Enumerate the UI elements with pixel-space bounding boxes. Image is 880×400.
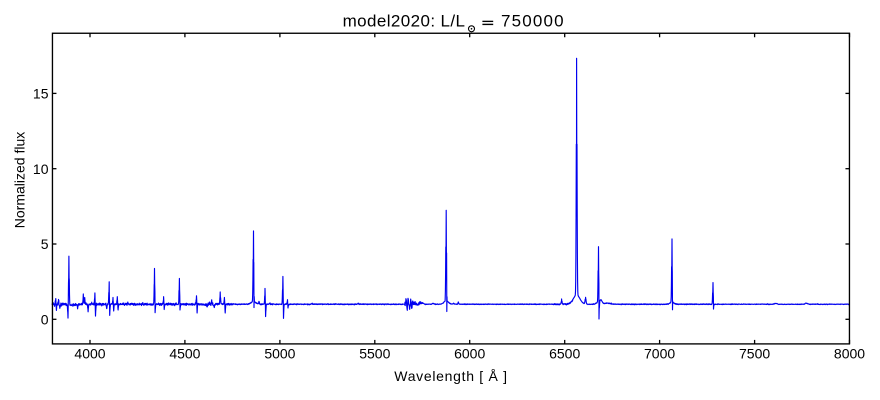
svg-text:4000: 4000 bbox=[74, 345, 105, 361]
svg-text:6500: 6500 bbox=[549, 345, 580, 361]
svg-text:7000: 7000 bbox=[644, 345, 675, 361]
svg-text:model2020: L/L: model2020: L/L bbox=[343, 11, 466, 30]
svg-text:5: 5 bbox=[41, 236, 49, 252]
svg-text:6000: 6000 bbox=[454, 345, 485, 361]
svg-text:7500: 7500 bbox=[739, 345, 770, 361]
svg-text:15: 15 bbox=[33, 86, 49, 102]
svg-text:750000: 750000 bbox=[501, 11, 565, 30]
svg-text:5500: 5500 bbox=[359, 345, 390, 361]
svg-text:4500: 4500 bbox=[169, 345, 200, 361]
svg-text:10: 10 bbox=[33, 161, 49, 177]
svg-text:Wavelength [ Å ]: Wavelength [ Å ] bbox=[394, 368, 507, 384]
svg-text:0: 0 bbox=[41, 311, 49, 327]
svg-text:8000: 8000 bbox=[834, 345, 865, 361]
svg-text:5000: 5000 bbox=[264, 345, 295, 361]
svg-text:Normalized flux: Normalized flux bbox=[11, 132, 27, 228]
